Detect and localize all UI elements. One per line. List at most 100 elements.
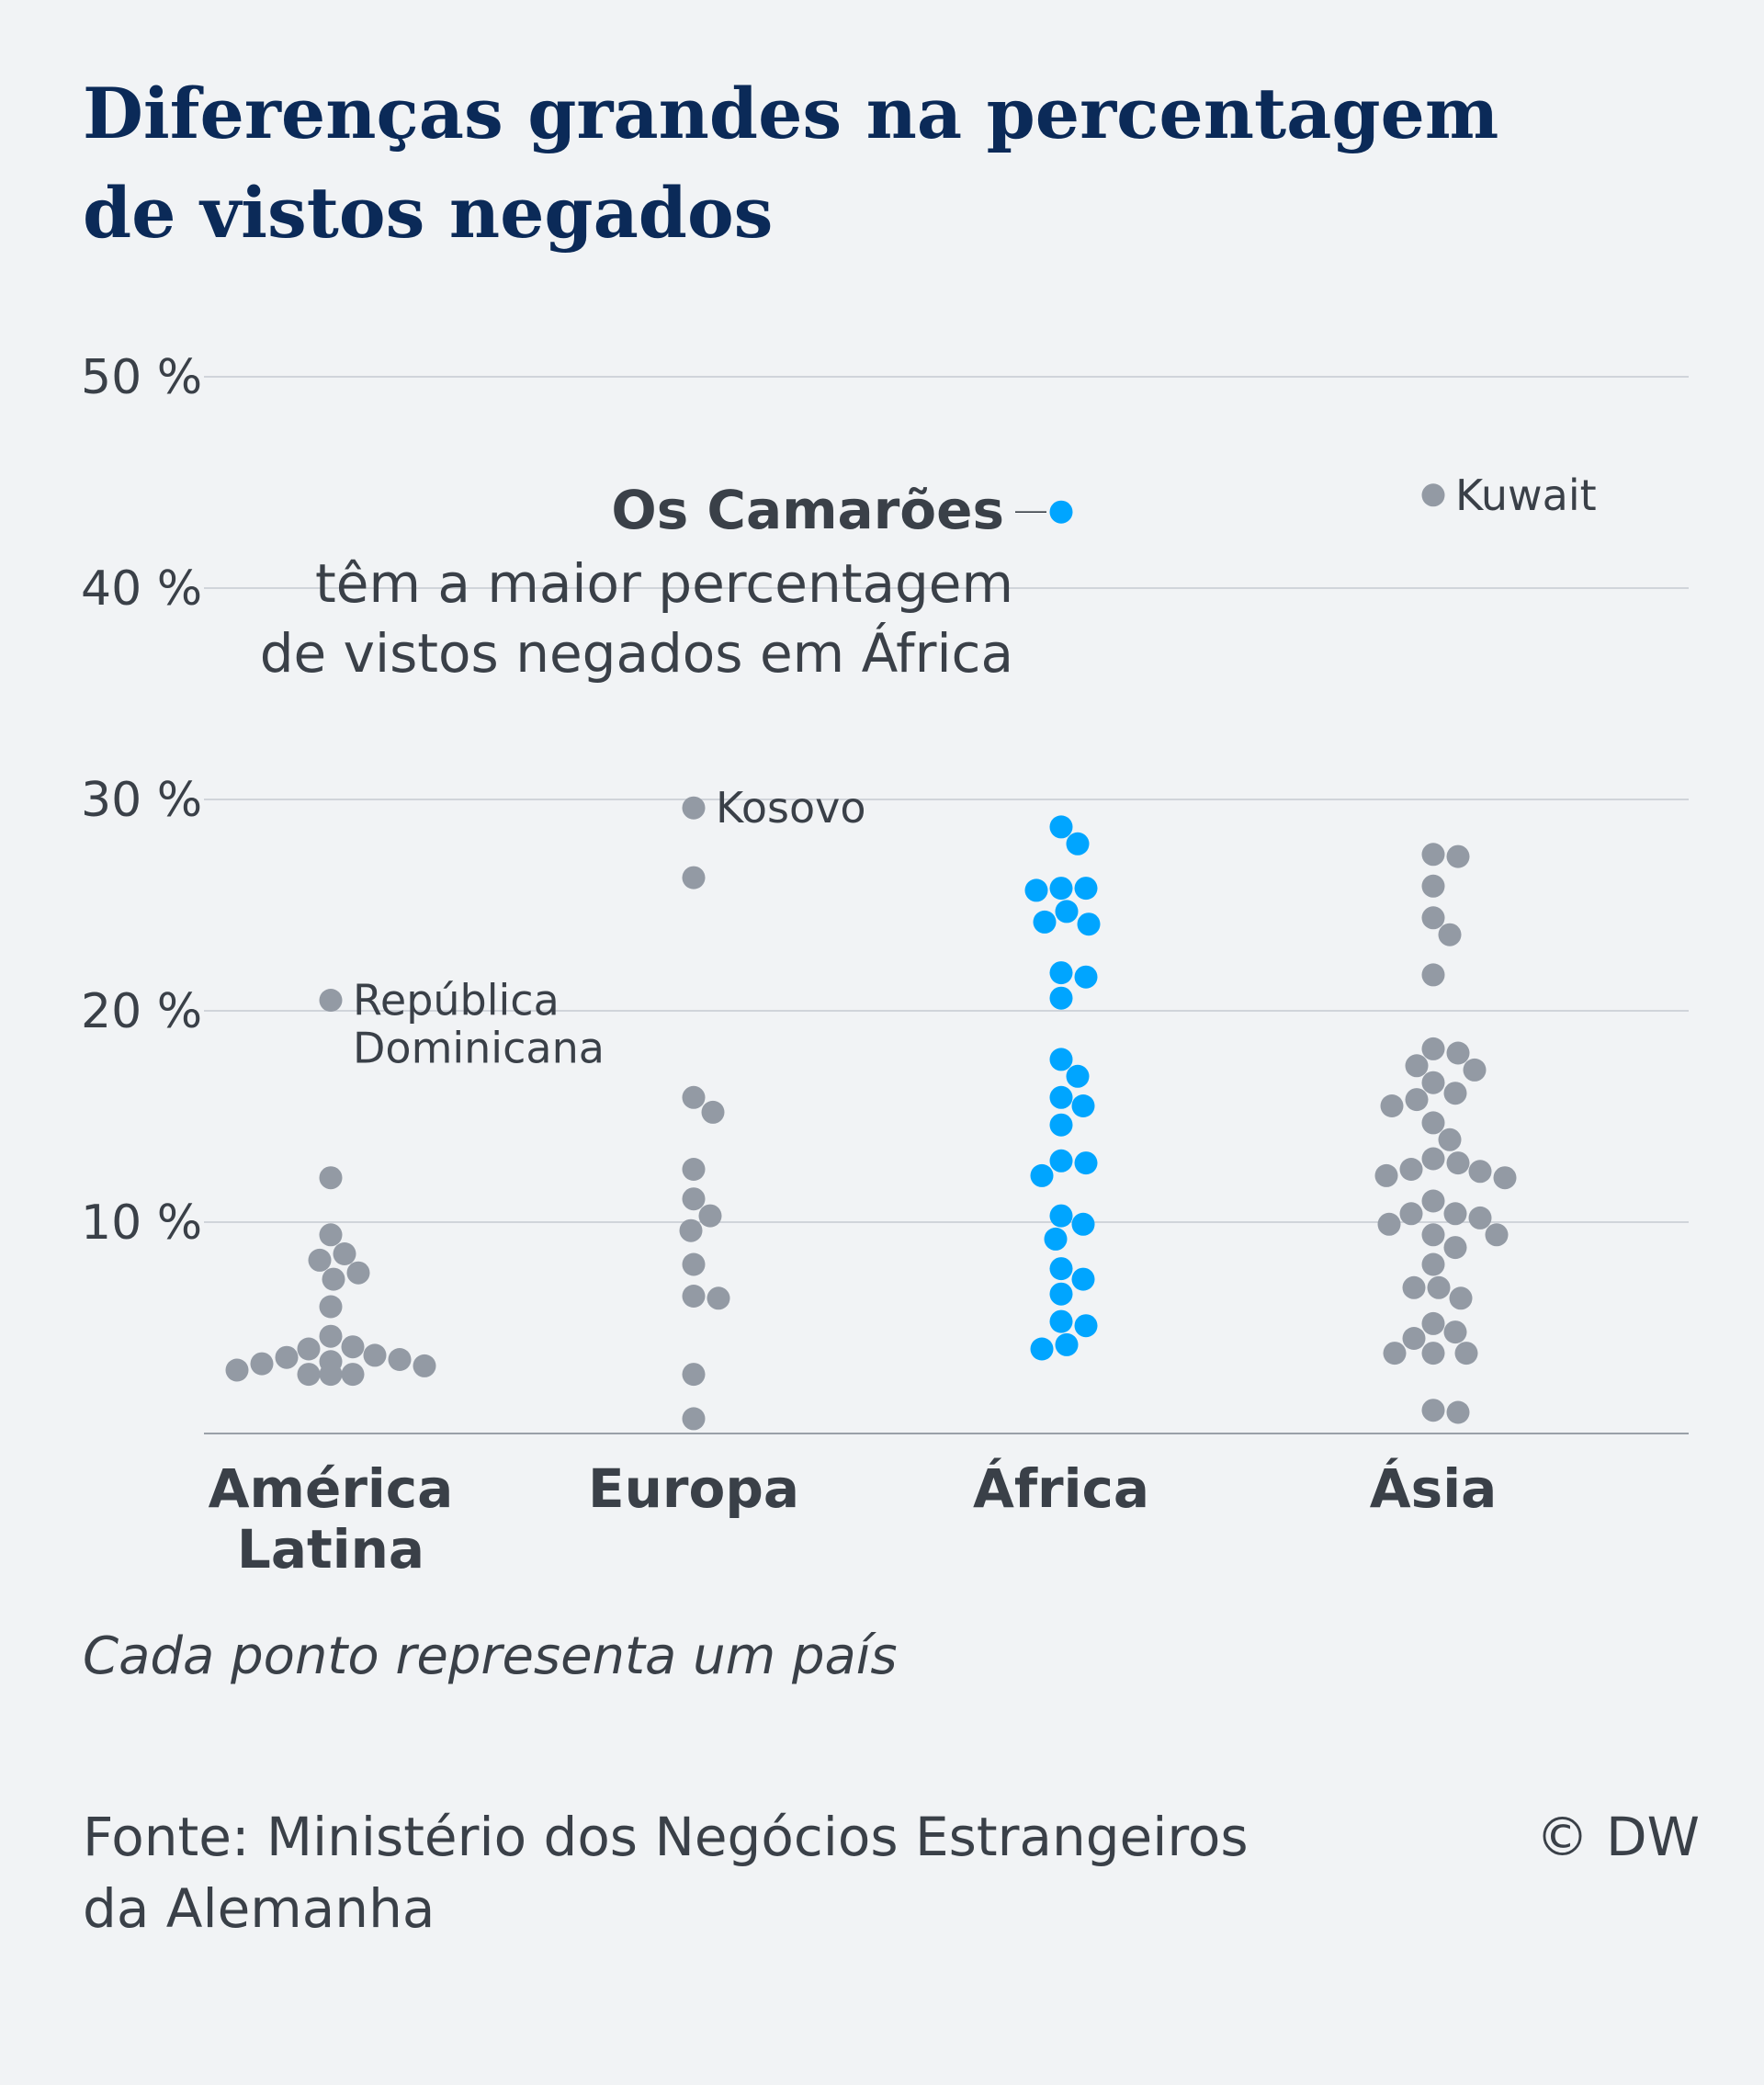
chart-note: Cada ponto representa um país [83,1626,898,1686]
data-point [1468,1160,1492,1184]
country-label: Kosovo [716,783,866,833]
data-point [1443,1202,1467,1226]
data-point [297,1337,321,1361]
y-tick-label: 50 % [81,350,202,405]
data-point [319,1363,343,1387]
data-point [1402,1327,1426,1350]
annotation-title: Os Camarões [611,479,1004,541]
data-point-highlight [1049,500,1073,524]
data-point [413,1354,436,1377]
data-point-highlight [1030,1337,1054,1361]
data-point [682,1187,706,1211]
data-point [1493,1166,1517,1190]
chart-title-line-2: de vistos negados [83,172,774,254]
data-point [682,1407,706,1431]
data-point [346,1261,370,1285]
data-point-highlight [1049,1113,1073,1137]
source-line-2: da Alemanha [83,1877,435,1940]
y-tick-label: 30 % [81,773,202,828]
y-tick-label: 10 % [81,1195,202,1251]
data-point-highlight [1049,986,1073,1010]
data-point [1438,923,1462,946]
data-point [698,1204,722,1228]
data-point [1399,1202,1423,1226]
data-point-highlight [1071,1212,1095,1236]
data-point [1427,1275,1451,1299]
data-point [1438,1127,1462,1151]
data-point [1380,1094,1404,1117]
data-point [1446,1041,1470,1065]
data-point-highlight [1049,877,1073,901]
chart-title-line-1: Diferenças grandes na percentagem [83,73,1499,154]
category-label: Europa [588,1457,799,1520]
data-point [1377,1212,1401,1236]
data-point-highlight [1049,1257,1073,1281]
data-point [275,1345,299,1369]
data-point [341,1335,365,1359]
data-point-highlight [1074,1314,1098,1338]
data-point [319,1295,343,1319]
data-point [1446,844,1470,868]
data-point-highlight [1044,1227,1068,1251]
data-point [333,1242,356,1265]
y-tick-label: 40 % [81,561,202,617]
data-point [1443,1320,1467,1344]
data-point [1421,1399,1445,1422]
data-point-highlight [1071,1094,1095,1117]
data-point [1485,1223,1509,1247]
data-point [682,1285,706,1308]
data-point-highlight [1049,961,1073,985]
data-point [341,1363,365,1387]
data-point [1421,843,1445,867]
data-point-highlight [1066,832,1090,856]
data-point-highlight [1049,815,1073,839]
data-point [682,1363,706,1387]
data-point-highlight [1074,877,1098,901]
category-label: Latina [237,1518,424,1581]
country-label: Dominicana [353,1024,605,1073]
category-label: América [209,1457,454,1520]
category-label: África [973,1456,1149,1520]
data-point-highlight [1049,1309,1073,1333]
source-note: Fonte: Ministério dos Negócios Estrangei… [83,1801,1415,1944]
data-point [1443,1236,1467,1260]
data-point [319,989,343,1012]
data-point [1421,1111,1445,1135]
data-point-highlight [1049,1085,1073,1109]
data-point-highlight [1049,1204,1073,1228]
data-point [682,1252,706,1276]
country-label: Kuwait [1455,470,1597,520]
data-point [1421,1223,1445,1247]
data-point-highlight [1049,1149,1073,1173]
data-point [308,1248,332,1272]
category-label: Ásia [1370,1456,1497,1520]
data-point [1405,1088,1429,1112]
data-point [1421,1311,1445,1335]
data-point [1421,1342,1445,1365]
data-point [319,1324,343,1348]
annotation-text: de vistos negados em África [260,621,1013,685]
data-point [1446,1151,1470,1175]
chart-title: Diferenças grandes na percentagem de vis… [83,64,1690,263]
data-point [1463,1058,1487,1082]
data-point-highlight [1049,1282,1073,1306]
data-point [1421,1037,1445,1060]
country-label: República [353,976,560,1026]
data-point [297,1363,321,1387]
data-point-highlight [1049,1048,1073,1071]
data-point-highlight [1033,910,1057,934]
data-point-highlight [1055,900,1079,924]
data-point [1449,1286,1473,1310]
data-point-highlight [1030,1163,1054,1187]
data-point [707,1286,730,1310]
data-point [363,1343,387,1367]
y-tick-label: 20 % [81,984,202,1039]
data-point [1421,1071,1445,1094]
data-point [679,1218,703,1242]
data-point [225,1358,249,1382]
data-point [1421,906,1445,930]
data-point [250,1352,274,1376]
data-point [1443,1082,1467,1105]
data-point [388,1348,412,1371]
